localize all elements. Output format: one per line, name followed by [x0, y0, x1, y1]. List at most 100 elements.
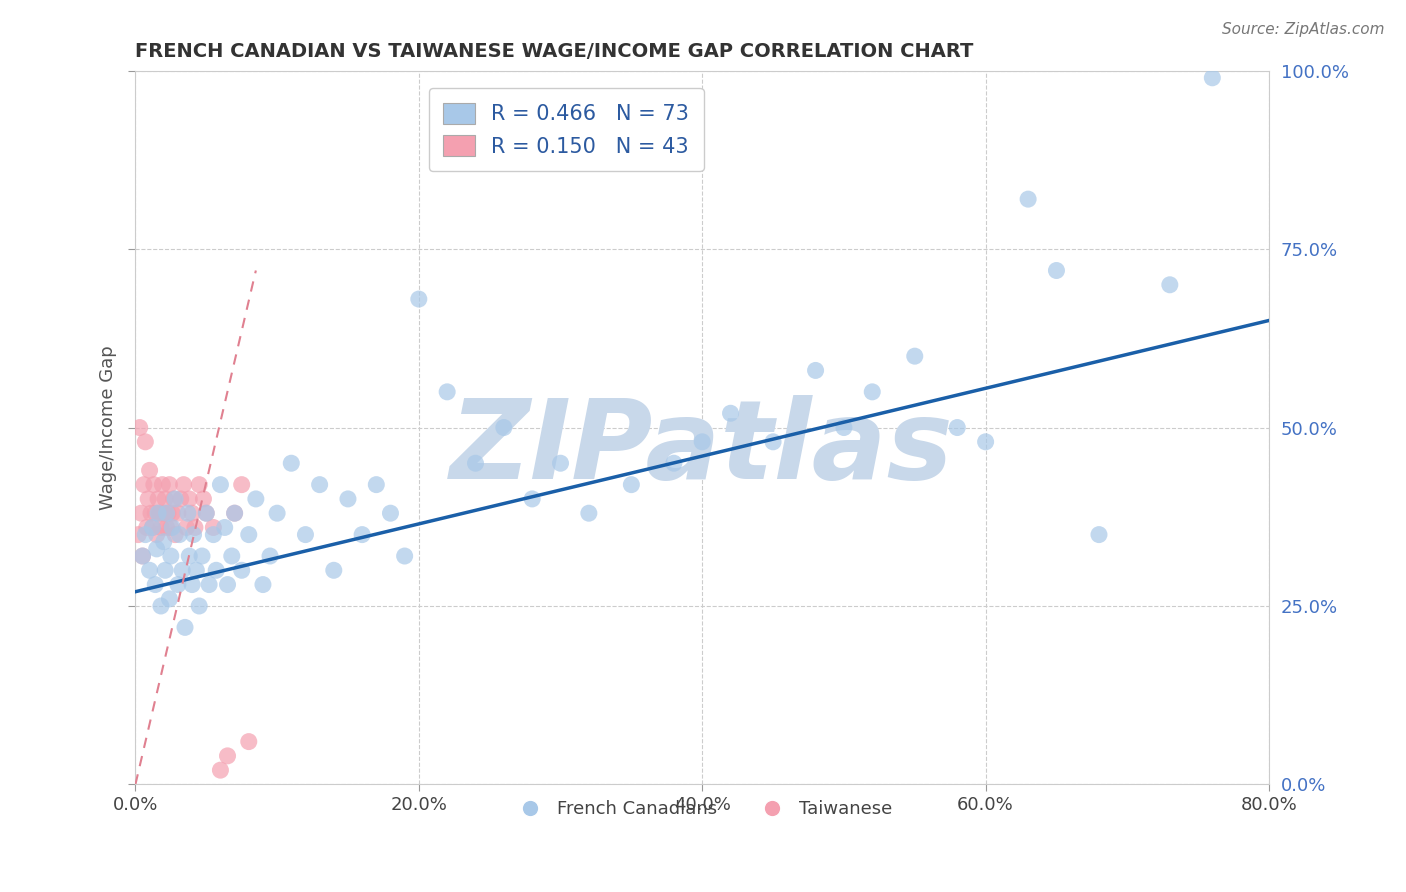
Point [139, 506, 162, 520]
Y-axis label: Wage/Income Gap: Wage/Income Gap [100, 345, 117, 510]
Text: FRENCH CANADIAN VS TAIWANESE WAGE/INCOME GAP CORRELATION CHART: FRENCH CANADIAN VS TAIWANESE WAGE/INCOME… [135, 42, 974, 61]
Point [143, 506, 166, 520]
Point [1159, 277, 1181, 292]
Point [174, 620, 197, 634]
Point [193, 491, 215, 506]
Point [1201, 70, 1223, 85]
Point [202, 527, 225, 541]
Point [620, 477, 643, 491]
Point [134, 434, 156, 449]
Point [184, 520, 207, 534]
Point [205, 563, 228, 577]
Point [492, 420, 515, 434]
Point [145, 527, 167, 541]
Point [129, 506, 152, 520]
Point [860, 384, 883, 399]
Point [159, 591, 181, 606]
Point [165, 527, 187, 541]
Point [1088, 527, 1111, 541]
Point [160, 549, 183, 563]
Point [464, 456, 486, 470]
Point [578, 506, 600, 520]
Point [252, 577, 274, 591]
Text: ZIPatlas: ZIPatlas [450, 395, 955, 502]
Point [231, 477, 253, 491]
Point [202, 520, 225, 534]
Point [322, 563, 344, 577]
Point [145, 541, 167, 556]
Point [380, 506, 402, 520]
Point [172, 563, 194, 577]
Point [167, 506, 190, 520]
Point [135, 520, 157, 534]
Point [131, 549, 153, 563]
Point [150, 477, 173, 491]
Point [153, 563, 176, 577]
Point [804, 363, 827, 377]
Point [152, 506, 174, 520]
Point [221, 549, 243, 563]
Point [146, 491, 169, 506]
Point [188, 599, 211, 613]
Point [181, 506, 204, 520]
Point [134, 527, 156, 541]
Point [136, 491, 159, 506]
Point [148, 506, 170, 520]
Point [177, 506, 200, 520]
Point [366, 477, 388, 491]
Point [522, 491, 544, 506]
Point [138, 463, 160, 477]
Point [152, 534, 174, 549]
Point [550, 456, 572, 470]
Point [217, 577, 239, 591]
Point [308, 477, 330, 491]
Point [245, 491, 267, 506]
Point [259, 549, 281, 563]
Point [266, 506, 288, 520]
Point [141, 520, 163, 534]
Point [183, 527, 205, 541]
Point [138, 563, 160, 577]
Point [167, 577, 190, 591]
Point [720, 406, 742, 420]
Point [1017, 192, 1039, 206]
Point [238, 527, 260, 541]
Point [224, 506, 246, 520]
Point [163, 491, 186, 506]
Point [141, 520, 163, 534]
Point [155, 506, 177, 520]
Point [170, 491, 193, 506]
Point [179, 549, 201, 563]
Point [156, 506, 179, 520]
Point [214, 520, 236, 534]
Point [195, 506, 218, 520]
Point [173, 477, 195, 491]
Point [191, 549, 214, 563]
Point [186, 563, 208, 577]
Point [394, 549, 416, 563]
Point [146, 506, 169, 520]
Point [217, 748, 239, 763]
Point [188, 477, 211, 491]
Point [974, 434, 997, 449]
Point [352, 527, 374, 541]
Text: Source: ZipAtlas.com: Source: ZipAtlas.com [1222, 22, 1385, 37]
Point [160, 520, 183, 534]
Point [690, 434, 713, 449]
Point [195, 506, 218, 520]
Point [238, 734, 260, 748]
Point [408, 292, 430, 306]
Point [181, 577, 204, 591]
Point [162, 520, 184, 534]
Point [832, 420, 855, 434]
Point [162, 506, 184, 520]
Point [224, 506, 246, 520]
Point [436, 384, 458, 399]
Point [662, 456, 685, 470]
Point [1045, 263, 1067, 277]
Point [149, 520, 172, 534]
Point [155, 520, 177, 534]
Point [153, 491, 176, 506]
Point [209, 763, 232, 777]
Point [176, 520, 198, 534]
